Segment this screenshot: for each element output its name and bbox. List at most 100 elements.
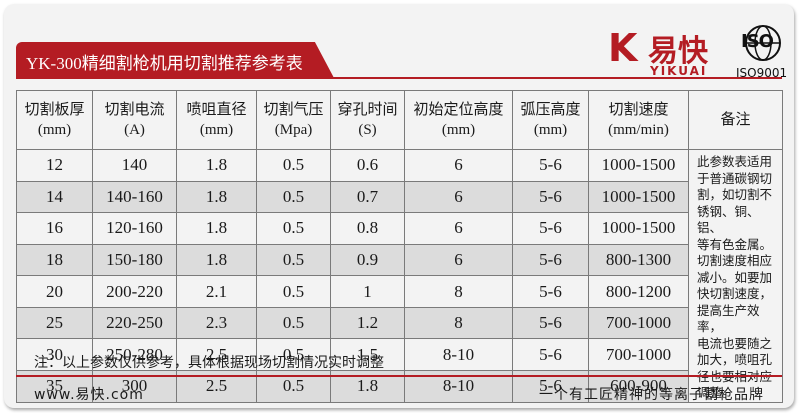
table-cell: 140-160: [92, 180, 177, 214]
table-cell: 0.6: [330, 149, 405, 182]
table-cell: 6: [404, 243, 513, 277]
column-header-unit: (Mpa): [274, 122, 313, 138]
brand-slogan: 一个有工匠精神的等离子割枪品牌: [539, 387, 764, 403]
table-cell: 5-6: [512, 212, 589, 245]
table-cell: 12: [16, 149, 93, 182]
website-link[interactable]: www.易快.com: [34, 387, 144, 403]
table-body: 12 140 1.8 0.5 0.6 6 5-6 1000-1500 此参数表适用 于普通碳钢切割…: [16, 149, 783, 403]
table-cell: 200-220: [92, 275, 177, 308]
title-banner: YK-300精细割枪机用切割推荐参考表: [16, 42, 334, 78]
table-cell: 0.5: [256, 243, 331, 277]
table-cell: 8: [404, 306, 513, 340]
table-cell: 8: [404, 275, 513, 308]
remarks-line: 等有色金属。: [697, 237, 773, 252]
table-cell: 1.8: [176, 180, 257, 214]
column-header-unit: (mm): [533, 122, 568, 138]
column-header-unit: (S): [358, 122, 377, 138]
remarks-line: 加大，喷咀孔: [697, 353, 773, 367]
table-cell: 1000-1500: [588, 180, 689, 214]
remarks-line: 提高生产效率，: [697, 303, 760, 335]
brand-name-en: YIKUAI: [650, 64, 708, 78]
cutting-parameter-table: 切割板厚 (mm) 切割电流 (A) 喷咀直径 (mm) 切割气压 (Mpa) 穿孔时间 (S) 初…: [16, 90, 783, 403]
table-cell: 5-6: [512, 149, 589, 182]
table-cell: 1.8: [176, 243, 257, 277]
table-cell: 5-6: [512, 180, 589, 214]
table-row: 25 220-250 2.3 0.5 1.2 8 5-6 700-1000: [16, 306, 783, 340]
iso-label: ISO: [741, 31, 774, 52]
table-cell: 150-180: [92, 243, 177, 277]
column-header-label: 切割电流: [104, 102, 165, 118]
table-cell: 1000-1500: [588, 212, 689, 245]
table-row: 12 140 1.8 0.5 0.6 6 5-6 1000-1500 此参数表适用 于普通碳钢切割…: [16, 149, 783, 403]
page-title: YK-300精细割枪机用切割推荐参考表: [26, 54, 303, 73]
table-cell: 1.5: [330, 338, 405, 371]
remarks-line: 调整。: [697, 386, 735, 400]
parameter-card: YK-300精细割枪机用切割推荐参考表 K 易快 YIKUAI ISO ISO9…: [4, 4, 794, 408]
column-header-label: 备注: [720, 112, 751, 128]
table-cell: 700-1000: [588, 306, 689, 340]
column-header-label: 喷咀直径: [186, 102, 247, 118]
table-cell: 8-10: [404, 338, 513, 371]
iso-badge: ISO ISO9001: [736, 24, 788, 84]
column-header-label: 穿孔时间: [337, 102, 398, 118]
column-header-unit: (mm/min): [608, 122, 669, 138]
column-header-unit: (mm): [441, 122, 476, 138]
column-header-unit: (A): [124, 122, 145, 138]
table-cell: 800-1300: [588, 243, 689, 277]
table-cell: 0.5: [256, 306, 331, 340]
title-rule: [16, 77, 782, 79]
column-header: 切割板厚 (mm): [16, 90, 93, 150]
table-cell: 0.5: [256, 275, 331, 308]
column-header: 切割电流 (A): [92, 90, 177, 150]
column-header-label: 切割速度: [608, 102, 669, 118]
table-cell: 5-6: [512, 275, 589, 308]
table-cell: 2.5: [176, 338, 257, 371]
table-cell: 1.8: [176, 149, 257, 182]
remarks-cell: 此参数表适用 于普通碳钢切 割，如切割不 锈钢、铜、铝、 等有色金属。 切割速度相应 减小。…: [688, 149, 783, 403]
remarks-line: 此参数表适用: [697, 155, 773, 169]
table-cell: 5-6: [512, 306, 589, 340]
column-header-unit: (mm): [199, 122, 234, 138]
column-header: 备注: [688, 90, 783, 150]
footnote: 注：以上参数仅供参考，具体根据现场切割情况实时调整: [34, 355, 384, 371]
table-row: 35 300 2.5 0.5 1.8 8-10 5-6 600-900: [16, 369, 783, 403]
table-cell: 700-1000: [588, 338, 689, 371]
globe-icon: [745, 25, 781, 61]
table-cell: 0.7: [330, 180, 405, 214]
table-cell: 0.9: [330, 243, 405, 277]
table-header-row: 切割板厚 (mm) 切割电流 (A) 喷咀直径 (mm) 切割气压 (Mpa) 穿孔时间 (S) 初…: [16, 90, 783, 150]
table-cell: 800-1200: [588, 275, 689, 308]
table-cell: 5-6: [512, 243, 589, 277]
table-cell: 2.3: [176, 306, 257, 340]
table-cell: 1: [330, 275, 405, 308]
table-cell: 6: [404, 149, 513, 182]
table-cell: 2.1: [176, 275, 257, 308]
brand-mark-icon: K: [608, 26, 638, 70]
column-header-label: 弧压高度: [520, 102, 581, 118]
brand-name-cn: 易快: [648, 34, 708, 69]
table-cell: 30: [16, 338, 93, 371]
column-header: 切割速度 (mm/min): [588, 90, 689, 150]
column-header: 弧压高度 (mm): [512, 90, 589, 150]
table-cell: 140: [92, 149, 177, 182]
remarks-line: 快切割速度，: [697, 287, 773, 301]
remarks-line: 于普通碳钢切: [697, 171, 773, 186]
table-row: 20 200-220 2.1 0.5 1 8 5-6 800-1200: [16, 275, 783, 308]
table-cell: 0.5: [256, 180, 331, 214]
remarks-line: 割，如切割不: [697, 188, 773, 202]
table-cell: 20: [16, 275, 93, 308]
column-header-unit: (mm): [37, 122, 72, 138]
remarks-line: 电流也要随之: [697, 336, 773, 351]
brand-logo: K 易快 YIKUAI ISO ISO9001: [608, 24, 788, 86]
column-header: 初始定位高度 (mm): [404, 90, 513, 150]
table-cell: 0.5: [256, 149, 331, 182]
table-cell: 1.2: [330, 306, 405, 340]
table-cell: 6: [404, 212, 513, 245]
remarks-line: 切割速度相应: [697, 254, 773, 268]
column-header: 切割气压 (Mpa): [256, 90, 331, 150]
table-cell: 14: [16, 180, 93, 214]
table-cell: 1.8: [176, 212, 257, 245]
table-cell: 0.5: [256, 212, 331, 245]
column-header: 喷咀直径 (mm): [176, 90, 257, 150]
table-cell: 6: [404, 180, 513, 214]
